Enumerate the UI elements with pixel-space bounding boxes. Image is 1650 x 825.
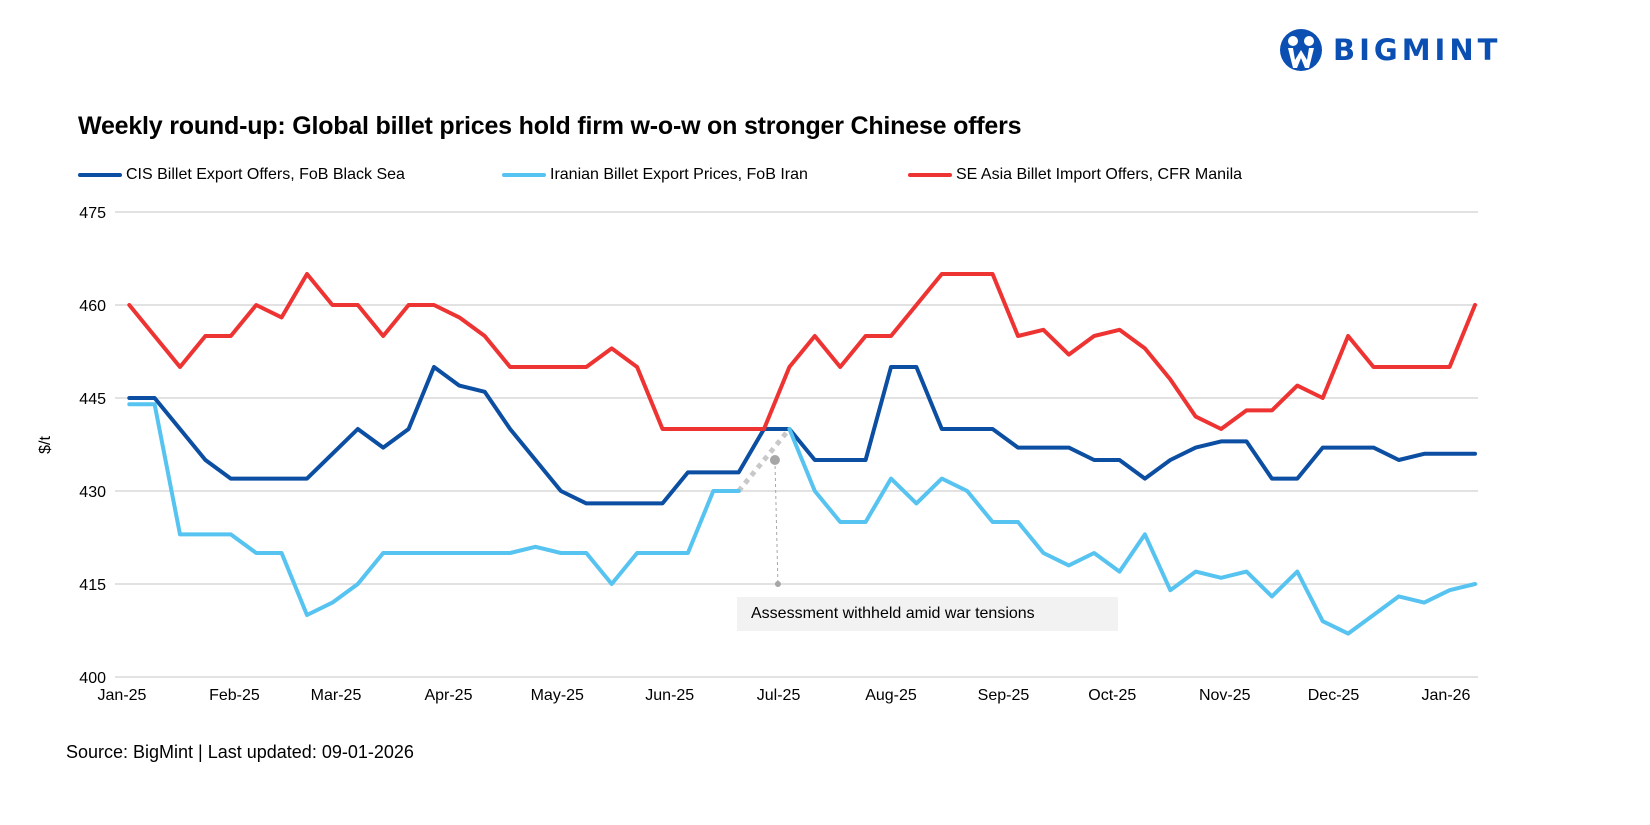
x-axis-ticks: Jan-25 Feb-25 Mar-25 Apr-25 May-25 Jun-25 Jul-… — [98, 687, 1471, 704]
annotation-pointer-dot — [774, 581, 781, 587]
annotation-box — [737, 597, 1118, 631]
bigmint-logo: BIGMINT — [1279, 28, 1501, 72]
annotation-text: Assessment withheld amid war tensions — [751, 605, 1035, 622]
source-note: Source: BigMint | Last updated: 09-01-20… — [66, 742, 414, 762]
legend-label: SE Asia Billet Import Offers, CFR Manila — [956, 166, 1243, 183]
chart-title: Weekly round-up: Global billet prices ho… — [78, 112, 1022, 140]
x-tick-label: Apr-25 — [424, 687, 472, 704]
series-lines — [127, 272, 1477, 636]
series-line-0 — [127, 365, 1477, 506]
annotation: Assessment withheld amid war tensions — [736, 427, 1118, 631]
legend-label: CIS Billet Export Offers, FoB Black Sea — [126, 166, 405, 183]
x-tick-label: Oct-25 — [1088, 687, 1136, 704]
legend-item-seasia: SE Asia Billet Import Offers, CFR Manila — [908, 166, 1242, 184]
legend-item-iran: Iranian Billet Export Prices, FoB Iran — [502, 166, 808, 184]
y-tick-label: 400 — [79, 670, 106, 687]
x-tick-label: Jun-25 — [645, 687, 694, 704]
x-tick-label: Aug-25 — [865, 687, 917, 704]
y-tick-label: 475 — [79, 205, 106, 222]
y-axis-label: $/t — [37, 436, 54, 454]
y-tick-label: 430 — [79, 484, 106, 501]
y-tick-label: 415 — [79, 577, 106, 594]
logo-text: BIGMINT — [1333, 33, 1502, 67]
y-axis-ticks: 400 415 430 445 460 475 — [79, 205, 106, 687]
legend-swatch — [502, 173, 546, 177]
x-tick-label: Jan-26 — [1422, 687, 1471, 704]
series-line-1 — [787, 427, 1477, 636]
legend-swatch — [908, 173, 952, 177]
legend-swatch — [78, 173, 122, 177]
annotation-pointer-line — [774, 459, 779, 585]
bigmint-logo-icon — [1280, 29, 1322, 71]
gridlines — [115, 211, 1478, 678]
y-tick-label: 460 — [79, 298, 106, 315]
series-line-1 — [127, 402, 741, 617]
x-tick-label: Nov-25 — [1199, 687, 1251, 704]
x-tick-label: Mar-25 — [311, 687, 362, 704]
gap-dotted-line — [736, 427, 792, 493]
x-tick-label: May-25 — [531, 687, 584, 704]
x-tick-label: Sep-25 — [978, 687, 1030, 704]
legend-label: Iranian Billet Export Prices, FoB Iran — [550, 166, 808, 183]
x-tick-label: Jan-25 — [98, 687, 147, 704]
annotation-marker — [769, 455, 780, 465]
x-tick-label: Jul-25 — [757, 687, 801, 704]
series-line-2 — [127, 272, 1477, 431]
x-tick-label: Feb-25 — [209, 687, 260, 704]
legend-item-cis: CIS Billet Export Offers, FoB Black Sea — [78, 166, 405, 184]
y-tick-label: 445 — [79, 391, 106, 408]
x-tick-label: Dec-25 — [1308, 687, 1360, 704]
